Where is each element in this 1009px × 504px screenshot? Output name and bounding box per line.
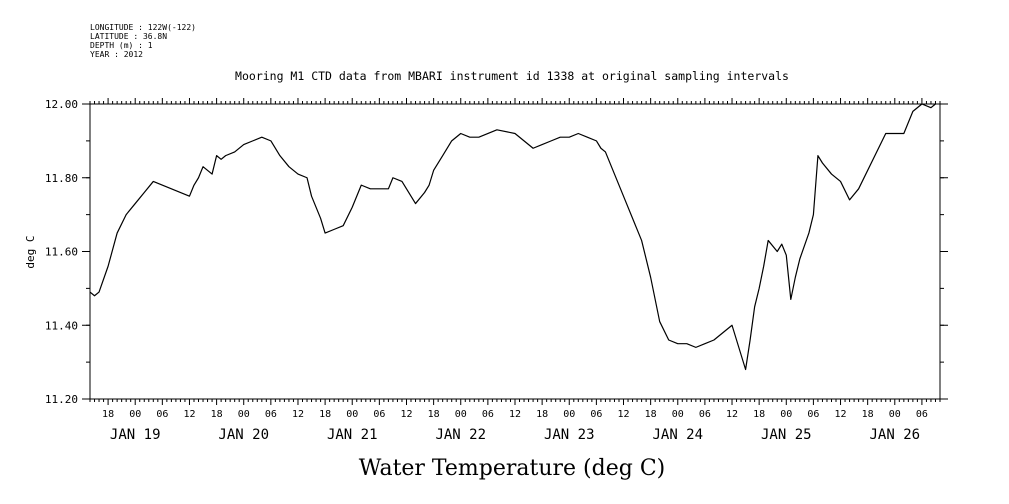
x-hour-label: 00 [780,409,792,420]
x-hour-label: 00 [889,409,901,420]
temperature-series-line [89,103,936,371]
x-hour-label: 12 [835,409,847,420]
x-axis: 18 00 06 12 18 00 06 12 18 00 06 12 18 00 06 12 18 00 06 12… [102,409,928,443]
x-hour-label: 06 [373,409,385,420]
x-hour-label: 18 [753,409,765,420]
y-tick-label: 11.40 [45,319,78,332]
x-hour-label: 18 [536,409,548,420]
x-hour-label: 18 [211,409,223,420]
x-hour-label: 06 [590,409,602,420]
meta-depth: DEPTH (m) : 1 [90,41,153,50]
x-hour-label: 00 [346,409,358,420]
x-hour-label: 00 [455,409,467,420]
x-hour-label: 12 [617,409,629,420]
x-day-label: JAN 25 [761,427,812,443]
x-hour-label: 00 [563,409,575,420]
x-hour-label: 12 [400,409,412,420]
x-hour-label: 06 [265,409,277,420]
x-hour-label: 18 [102,409,114,420]
y-tick-label: 11.80 [45,172,78,185]
y-axis: 11.20 11.40 11.60 11.80 12.00 [45,98,948,406]
minor-ticks [86,98,944,405]
series-group [89,103,936,371]
x-day-label: JAN 21 [327,427,378,443]
x-hour-label: 18 [862,409,874,420]
y-tick-label: 11.20 [45,393,78,406]
x-hour-label: 06 [482,409,494,420]
chart-title: Mooring M1 CTD data from MBARI instrumen… [235,69,789,83]
plot-frame [89,103,941,400]
x-hour-label: 12 [726,409,738,420]
y-tick-label: 11.60 [45,246,78,259]
x-day-label: JAN 19 [110,427,161,443]
meta-latitude: LATITUDE : 36.8N [90,32,167,41]
meta-year: YEAR : 2012 [90,50,143,59]
x-hour-label: 12 [292,409,304,420]
x-hour-label: 12 [183,409,195,420]
x-hour-label: 18 [645,409,657,420]
y-axis-label: deg C [24,235,37,268]
x-hour-label: 06 [916,409,928,420]
x-hour-label: 06 [699,409,711,420]
x-hour-label: 18 [319,409,331,420]
x-day-label: JAN 24 [652,427,703,443]
metadata-block: LONGITUDE : 122W(-122) LATITUDE : 36.8N … [90,23,196,59]
x-hour-label: 18 [428,409,440,420]
x-hour-label: 06 [807,409,819,420]
meta-longitude: LONGITUDE : 122W(-122) [90,23,196,32]
x-day-label: JAN 23 [544,427,595,443]
y-tick-label: 12.00 [45,98,78,111]
x-hour-label: 00 [129,409,141,420]
x-day-label: JAN 20 [218,427,269,443]
x-hour-label: 12 [509,409,521,420]
x-day-label: JAN 26 [869,427,920,443]
x-axis-title: Water Temperature (deg C) [359,456,666,481]
x-day-label: JAN 22 [435,427,486,443]
x-hour-label: 00 [672,409,684,420]
x-hour-label: 06 [156,409,168,420]
x-hour-label: 00 [238,409,250,420]
